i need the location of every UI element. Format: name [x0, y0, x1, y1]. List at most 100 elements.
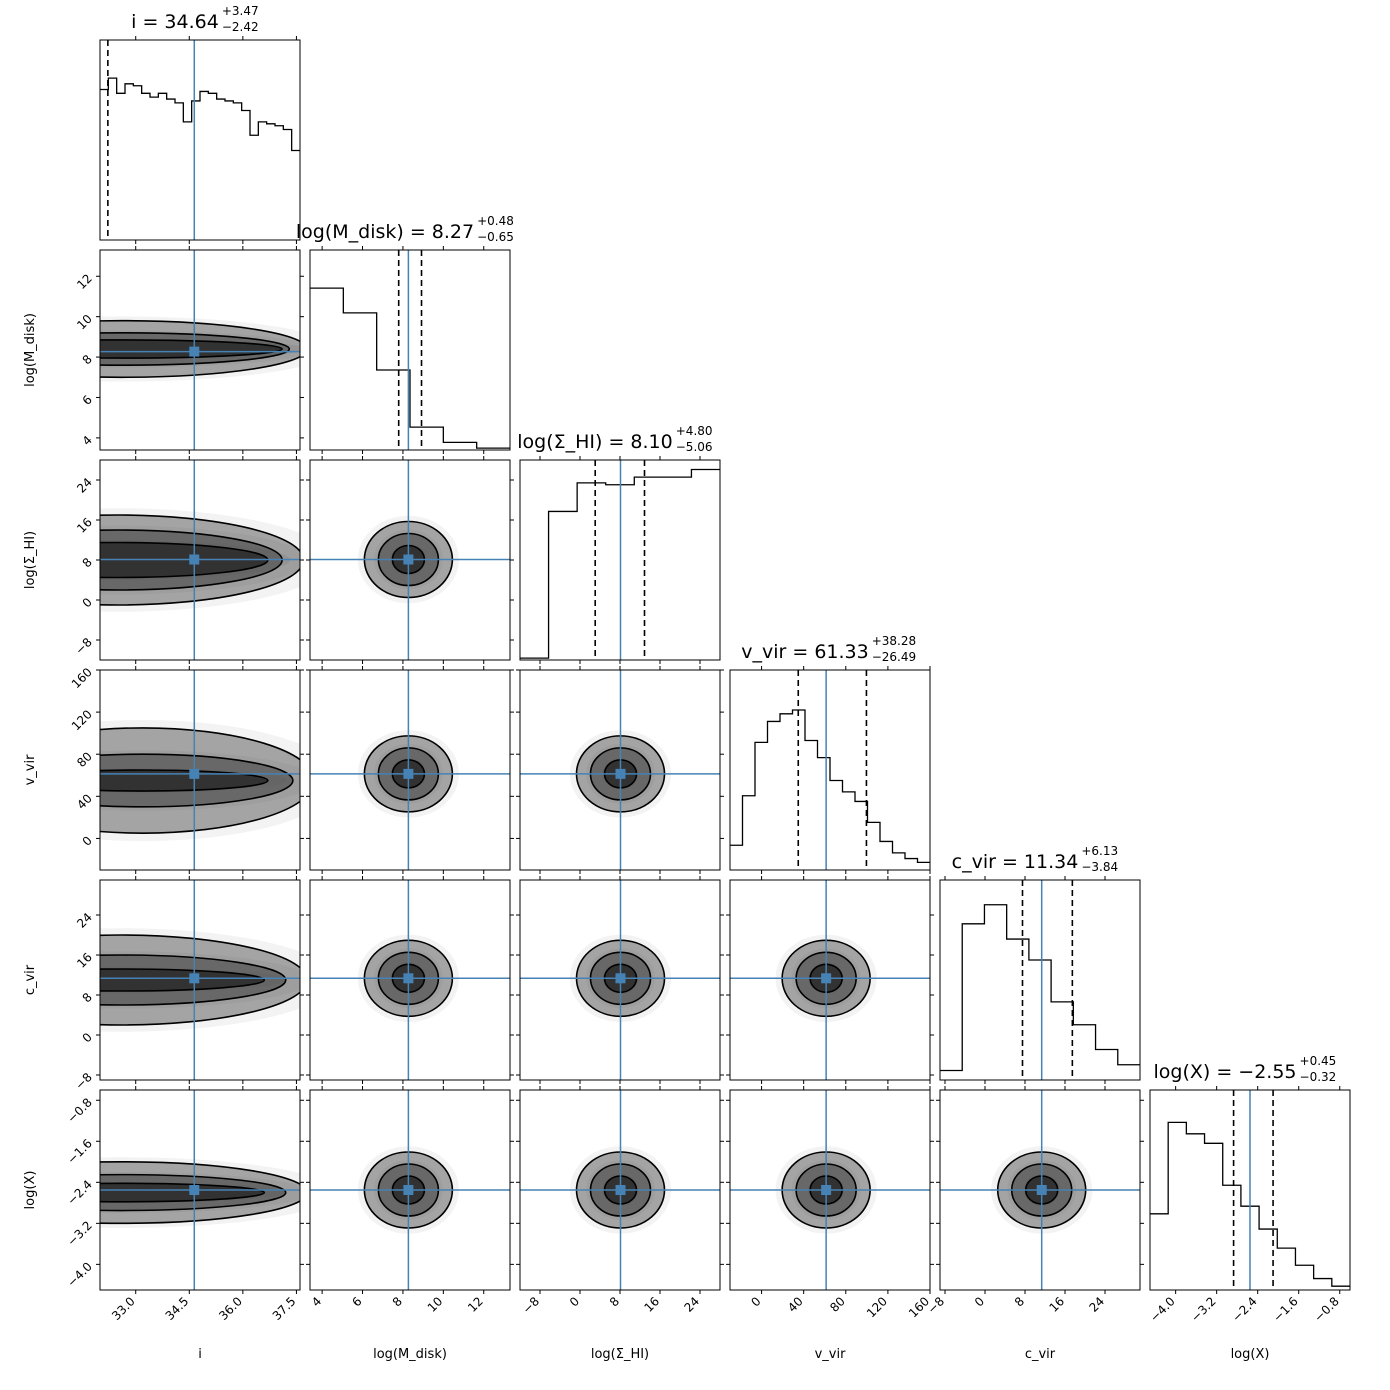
histogram-log_mdisk: [310, 287, 510, 449]
x-axis-label-log_mdisk: log(M_disk): [373, 1347, 447, 1362]
panel-5-1: 4 6 8 10 12: [306, 1086, 514, 1315]
panel-title-log_mdisk: log(M_disk) = 8.27: [296, 221, 474, 243]
panel-5-3: 0 40 80 120 160: [726, 1086, 934, 1320]
y-axis-label-log_sigma_hi: log(Σ_HI): [23, 531, 38, 589]
title-upper-error-v_vir: +38.28: [872, 634, 916, 648]
panel-frame: [729, 879, 931, 1081]
panel-content: [100, 250, 300, 450]
panel-4-4: c_vir = 11.34 +6.13 −3.84: [939, 844, 1141, 1084]
panel-frame: [729, 669, 931, 871]
panel-content: [1150, 1090, 1350, 1290]
panel-5-4: −8 0 8 16 24: [925, 1086, 1144, 1317]
panel-content: [730, 880, 930, 1080]
title-lower-error-c_vir: −3.84: [1081, 860, 1118, 874]
panel-4-3: [726, 876, 934, 1084]
truth-marker: [615, 973, 626, 984]
y-axis-label-c_vir: c_vir: [23, 964, 38, 995]
panel-content: [100, 880, 300, 1080]
truth-marker: [615, 768, 626, 779]
panel-frame: [309, 1089, 511, 1291]
x-axis-label-log_sigma_hi: log(Σ_HI): [591, 1347, 649, 1362]
truth-marker: [189, 346, 200, 357]
panel-frame: [939, 1089, 1141, 1291]
panel-3-3: v_vir = 61.33 +38.28 −26.49: [729, 634, 931, 874]
panel-frame: [99, 249, 301, 451]
panel-title-v_vir: v_vir = 61.33: [741, 641, 868, 663]
truth-marker: [403, 1185, 414, 1195]
panel-content: [310, 1090, 510, 1290]
truth-marker: [403, 973, 414, 984]
y-axis-label-v_vir: v_vir: [23, 754, 38, 785]
truth-marker: [189, 1185, 200, 1195]
panel-5-0: 33.0 34.5 36.0 37.5−4.0−3.2−2.4−1.6−0.8: [64, 1086, 304, 1323]
panel-content: [310, 670, 510, 870]
y-axis-label-log_x: log(X): [23, 1171, 38, 1210]
panel-title-c_vir: c_vir = 11.34: [952, 851, 1079, 873]
panel-1-1: log(M_disk) = 8.27 +0.48 −0.65: [296, 214, 514, 454]
title-lower-error-log_sigma_hi: −5.06: [676, 440, 713, 454]
panel-content: [310, 880, 510, 1080]
panel-content: [940, 1090, 1140, 1290]
x-axis-label-c_vir: c_vir: [1025, 1347, 1056, 1362]
panel-3-1: [306, 666, 514, 874]
panel-content: [520, 880, 720, 1080]
panel-2-2: log(Σ_HI) = 8.10 +4.80 −5.06: [517, 424, 721, 664]
truth-marker: [821, 1185, 832, 1195]
panel-5-2: −8 0 8 16 24: [516, 1086, 724, 1317]
x-axis-label-v_vir: v_vir: [815, 1347, 846, 1362]
title-lower-error-v_vir: −26.49: [872, 650, 916, 664]
panel-frame: [99, 39, 301, 241]
panel-frame: [309, 879, 511, 1081]
histogram-i: [100, 77, 300, 152]
truth-marker: [189, 973, 200, 984]
truth-marker: [821, 973, 832, 984]
title-lower-error-log_mdisk: −0.65: [477, 230, 514, 244]
panel-3-2: [516, 666, 724, 874]
panel-content: [940, 880, 1140, 1080]
truth-marker: [403, 768, 414, 779]
panel-0-0: i = 34.64 +3.47 −2.42: [99, 4, 301, 244]
panel-2-1: [306, 456, 514, 664]
panel-content: [730, 670, 930, 870]
y-axis-label-log_mdisk: log(M_disk): [23, 313, 38, 387]
panel-content: [100, 1090, 300, 1290]
panel-frame: [939, 879, 1141, 1081]
panel-frame: [99, 879, 301, 1081]
panel-content: [100, 670, 300, 870]
panel-4-1: [306, 876, 514, 1084]
panel-content: [520, 670, 720, 870]
panel-frame: [729, 1089, 931, 1291]
panel-content: [100, 460, 300, 660]
title-upper-error-log_x: +0.45: [1300, 1054, 1337, 1068]
contour-level-1: [100, 769, 269, 792]
title-upper-error-log_sigma_hi: +4.80: [676, 424, 713, 438]
panel-content: [520, 1090, 720, 1290]
panel-title-log_sigma_hi: log(Σ_HI) = 8.10: [517, 431, 673, 453]
title-upper-error-i: +3.47: [222, 4, 259, 18]
truth-marker: [189, 554, 200, 565]
panel-content: [310, 460, 510, 660]
contour-level-1: [100, 968, 266, 992]
title-lower-error-i: −2.42: [222, 20, 259, 34]
title-upper-error-log_mdisk: +0.48: [477, 214, 514, 228]
panel-title-log_x: log(X) = −2.55: [1153, 1061, 1296, 1083]
panel-4-2: [516, 876, 724, 1084]
panel-content: [520, 460, 720, 660]
title-lower-error-log_x: −0.32: [1300, 1070, 1337, 1084]
panel-content: [730, 1090, 930, 1290]
truth-marker: [1036, 1185, 1047, 1195]
panel-frame: [309, 249, 511, 451]
title-upper-error-c_vir: +6.13: [1081, 844, 1118, 858]
panel-content: [310, 250, 510, 450]
panel-frame: [99, 1089, 301, 1291]
truth-marker: [403, 554, 414, 565]
truth-marker: [189, 768, 200, 779]
x-axis-label-log_x: log(X): [1231, 1347, 1270, 1362]
panel-frame: [309, 669, 511, 871]
x-axis-label-i: i: [198, 1347, 202, 1362]
truth-marker: [615, 1185, 626, 1195]
